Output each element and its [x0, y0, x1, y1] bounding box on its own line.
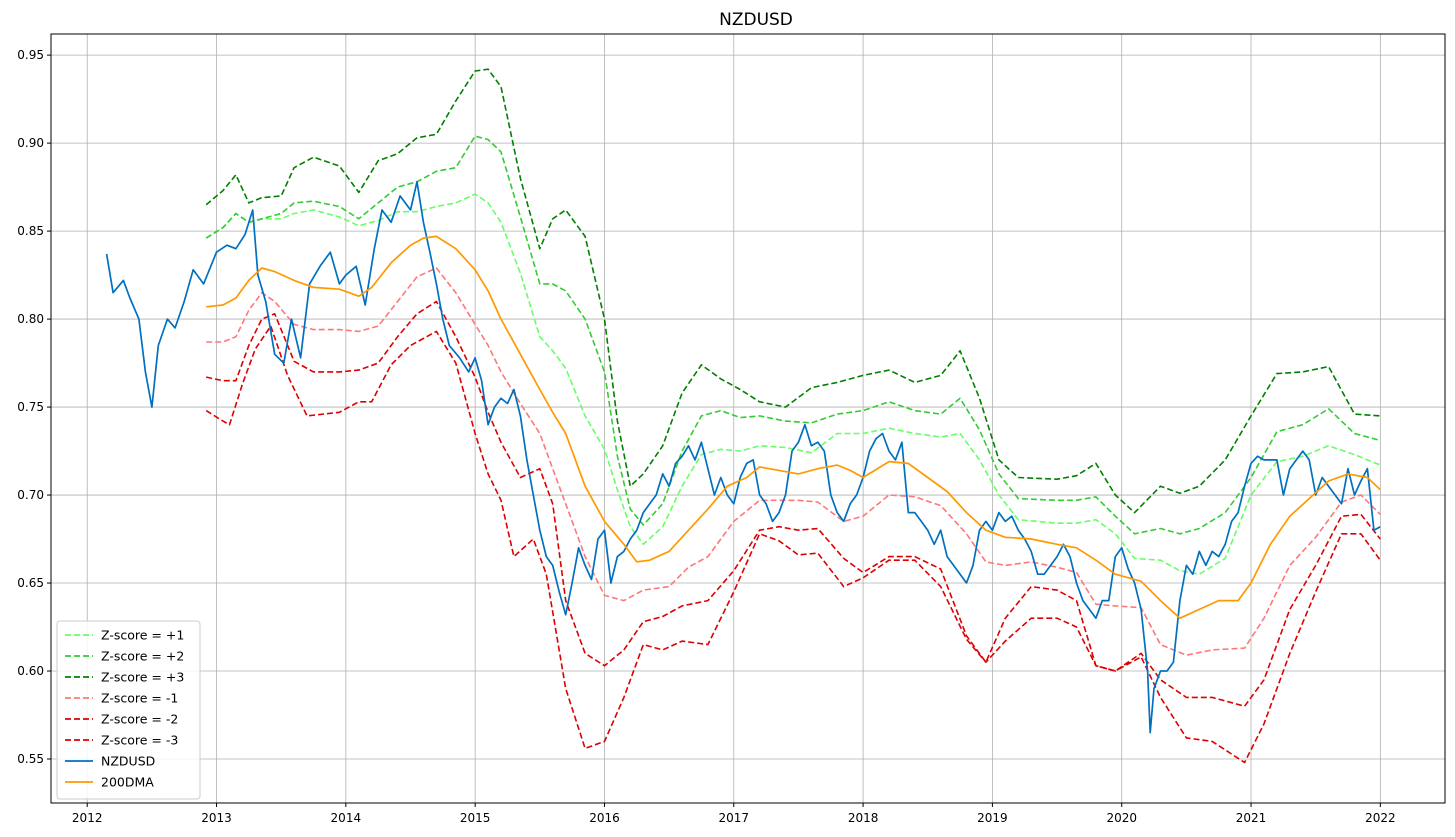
series-line-3 — [206, 267, 1381, 657]
legend-label: Z-score = +2 — [101, 649, 184, 664]
chart-title: NZDUSD — [719, 10, 793, 30]
series-line-0 — [205, 193, 1381, 576]
y-tick-label: 0.90 — [17, 136, 44, 150]
series-lines — [105, 68, 1381, 764]
legend-box — [56, 620, 201, 800]
legend-label: 200DMA — [101, 775, 154, 790]
series-line-5 — [205, 325, 1381, 764]
legend-label: NZDUSD — [101, 754, 155, 769]
y-tick-label: 0.55 — [17, 752, 44, 766]
y-tick-label: 0.65 — [17, 576, 44, 590]
y-tick-label: 0.95 — [17, 48, 44, 62]
x-tick-label: 2022 — [1365, 811, 1396, 825]
series-line-7 — [206, 235, 1381, 620]
x-tick-label: 2017 — [719, 811, 750, 825]
x-tick-label: 2013 — [201, 811, 232, 825]
y-tick-label: 0.80 — [17, 312, 44, 326]
legend: Z-score = +1 Z-score = +2 Z-score = +3 Z-sc… — [56, 620, 201, 800]
axes: 2012 2013 2014 2015 2016 2017 2018 2019 2020 2021… — [17, 48, 1395, 825]
x-tick-label: 2021 — [1236, 811, 1267, 825]
plot-area-frame — [50, 33, 1446, 804]
legend-label: Z-score = +1 — [101, 628, 184, 643]
x-tick-label: 2014 — [331, 811, 362, 825]
x-tick-label: 2018 — [848, 811, 879, 825]
legend-label: Z-score = -1 — [101, 691, 178, 706]
x-tick-label: 2012 — [72, 811, 103, 825]
series-line-2 — [205, 68, 1381, 514]
y-tick-label: 0.75 — [17, 400, 44, 414]
x-tick-label: 2019 — [977, 811, 1008, 825]
x-tick-label: 2015 — [460, 811, 491, 825]
legend-label: Z-score = +3 — [101, 670, 184, 685]
y-tick-label: 0.85 — [17, 224, 44, 238]
x-tick-label: 2016 — [589, 811, 620, 825]
series-line-4 — [206, 300, 1381, 708]
y-tick-label: 0.70 — [17, 488, 44, 502]
x-tick-label: 2020 — [1106, 811, 1137, 825]
legend-label: Z-score = -2 — [101, 712, 178, 727]
series-line-1 — [205, 135, 1381, 535]
series-line-6 — [105, 180, 1381, 734]
legend-label: Z-score = -3 — [101, 733, 178, 748]
y-tick-label: 0.60 — [17, 664, 44, 678]
grid-lines — [51, 34, 1445, 803]
